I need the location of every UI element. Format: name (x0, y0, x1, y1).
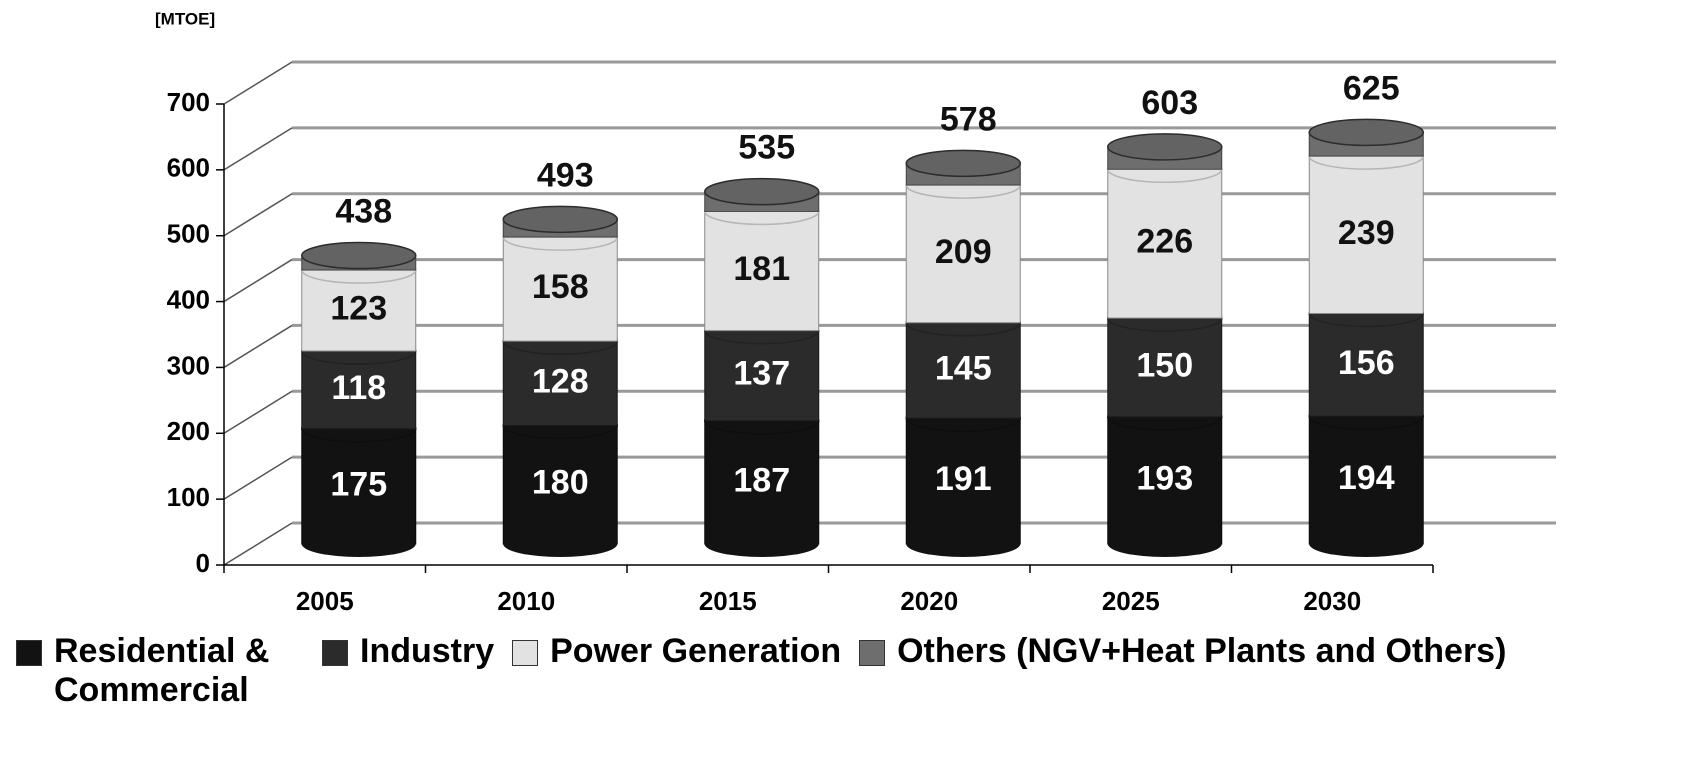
x-tick-label: 2025 (1102, 586, 1160, 616)
legend-item: Power Generation (512, 632, 841, 671)
legend-swatch (512, 640, 539, 666)
cylinder-segment (704, 330, 820, 422)
cylinder-segment (1107, 317, 1223, 418)
value-label: 226 (1136, 223, 1193, 261)
value-label: 145 (935, 349, 992, 387)
cylinder-segment (704, 420, 820, 545)
value-label: 187 (733, 461, 790, 499)
x-tick-label: 2005 (296, 586, 354, 616)
value-label: 150 (1136, 346, 1193, 384)
total-label: 578 (940, 100, 997, 138)
cylinder-base (1309, 531, 1424, 557)
cylinder-base (301, 531, 416, 557)
value-label: 180 (532, 464, 589, 502)
value-label: 191 (935, 460, 992, 498)
x-tick-label: 2020 (900, 586, 958, 616)
value-label: 118 (331, 369, 386, 407)
value-label: 175 (330, 465, 387, 503)
chart: [MTOE] 0 100 200 300 400 500 600 700 2005 175 118 1… (155, 9, 1556, 616)
legend-label: Others (NGV+Heat Plants and Others) (897, 632, 1507, 670)
y-tick-label: 300 (167, 350, 210, 380)
cylinder-segment (502, 340, 618, 426)
y-axis-label: [MTOE] (155, 9, 215, 28)
cylinder-segment (502, 236, 618, 342)
grid-line (223, 456, 293, 500)
grid-line (223, 61, 293, 105)
cylinder-top (1107, 133, 1223, 161)
cylinder-base (906, 531, 1021, 557)
cylinder-base (1107, 531, 1222, 557)
value-label: 193 (1136, 459, 1193, 497)
y-tick-label: 400 (167, 284, 210, 314)
cylinder-segment (704, 210, 820, 332)
legend-swatch (322, 640, 348, 666)
cylinder-segment (905, 184, 1021, 324)
legend-item: Others (NGV+Heat Plants and Others) (859, 632, 1506, 671)
value-label: 123 (330, 290, 387, 328)
value-label: 239 (1338, 214, 1395, 252)
cylinder-top (905, 149, 1021, 178)
legend-label: Industry (360, 632, 495, 670)
cylinder-segment (1308, 415, 1424, 545)
value-label: 156 (1338, 344, 1395, 382)
legend-swatch (859, 640, 886, 666)
legend-item: Industry (322, 632, 494, 671)
total-label: 603 (1141, 84, 1198, 122)
grid-line (223, 324, 293, 369)
legend: Residential & Commercial Industry Power Ge… (16, 632, 1506, 710)
y-tick-label: 0 (196, 548, 210, 578)
value-label: 194 (1338, 459, 1395, 497)
legend-swatch (16, 640, 42, 666)
legend-label: Residential & Commercial (54, 632, 270, 709)
legend-item: Residential & Commercial (16, 632, 304, 710)
x-tick-label: 2030 (1303, 586, 1361, 616)
y-tick-label: 500 (167, 219, 210, 249)
value-label: 128 (532, 362, 589, 400)
grid-line (223, 522, 293, 566)
total-label: 535 (738, 129, 795, 167)
value-label: 181 (733, 250, 790, 288)
cylinder-top (502, 205, 618, 234)
value-label: 137 (733, 355, 790, 393)
grid-line (223, 390, 293, 434)
cylinder-top (704, 177, 820, 206)
grid-line (223, 258, 293, 303)
cylinder-top (1308, 118, 1424, 147)
y-tick-label: 600 (167, 153, 210, 183)
grid-line (223, 127, 293, 171)
cylinder-base (704, 531, 819, 557)
cylinder-base (503, 531, 618, 557)
value-label: 209 (935, 233, 992, 271)
grid-line (223, 193, 293, 237)
x-tick-label: 2010 (497, 586, 555, 616)
value-label: 158 (532, 268, 589, 306)
y-tick-label: 200 (167, 416, 210, 446)
cylinder-segment (1308, 313, 1424, 417)
total-label: 625 (1343, 69, 1400, 107)
total-label: 493 (537, 156, 594, 194)
cylinder-segment (905, 417, 1021, 545)
cylinder-segment (502, 424, 618, 545)
cylinder-segment (905, 322, 1021, 419)
legend-label: Power Generation (550, 632, 842, 670)
x-tick-label: 2015 (699, 586, 757, 616)
total-label: 438 (335, 193, 392, 231)
cylinder-top (301, 241, 417, 270)
y-tick-label: 100 (167, 482, 210, 512)
y-tick-label: 700 (167, 87, 210, 117)
